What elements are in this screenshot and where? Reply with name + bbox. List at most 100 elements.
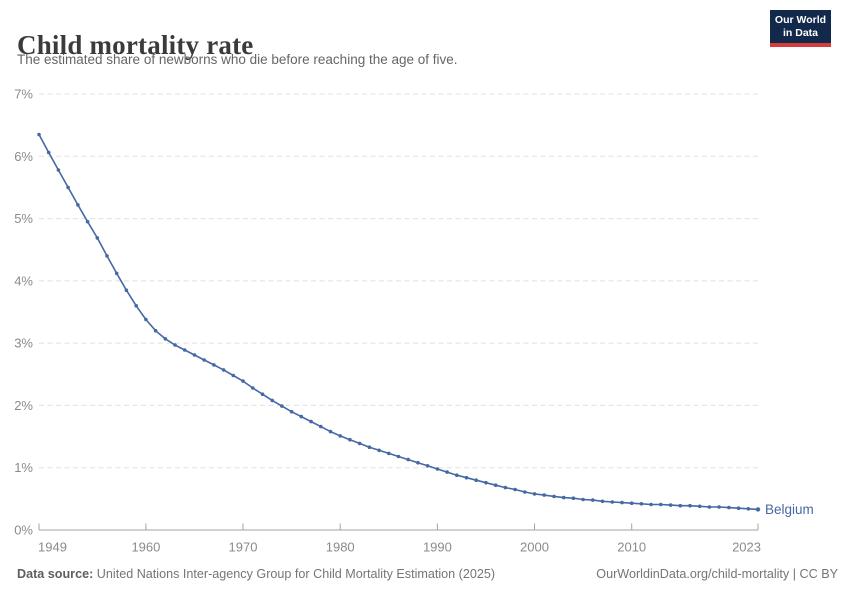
data-point[interactable] xyxy=(202,358,206,362)
data-point[interactable] xyxy=(37,132,41,137)
data-point[interactable] xyxy=(620,500,624,505)
x-axis-label: 1970 xyxy=(229,540,258,555)
y-axis-label: 2% xyxy=(14,398,33,413)
data-point[interactable] xyxy=(581,497,585,502)
data-point[interactable] xyxy=(182,348,187,352)
data-point[interactable] xyxy=(163,337,168,341)
data-point[interactable] xyxy=(755,507,761,512)
data-point[interactable] xyxy=(707,505,712,509)
data-point[interactable] xyxy=(76,203,80,207)
data-point[interactable] xyxy=(212,363,216,367)
data-point[interactable] xyxy=(173,343,177,347)
data-point[interactable] xyxy=(114,271,119,276)
data-point[interactable] xyxy=(717,505,721,509)
data-point[interactable] xyxy=(639,502,644,506)
data-point[interactable] xyxy=(134,304,138,308)
data-point[interactable] xyxy=(153,328,158,333)
data-point[interactable] xyxy=(406,457,411,462)
data-point[interactable] xyxy=(56,168,61,172)
data-source-text: United Nations Inter-agency Group for Ch… xyxy=(96,567,496,581)
belgium-line[interactable] xyxy=(38,134,759,511)
owid-logo-line1: Our World xyxy=(774,14,827,26)
data-point[interactable] xyxy=(221,368,226,372)
data-point[interactable] xyxy=(464,475,469,480)
data-point[interactable] xyxy=(144,317,148,322)
data-point[interactable] xyxy=(231,373,236,378)
data-point[interactable] xyxy=(124,288,129,293)
data-point[interactable] xyxy=(493,483,498,488)
data-point[interactable] xyxy=(66,185,70,190)
y-axis-label: 3% xyxy=(14,336,33,351)
data-point[interactable] xyxy=(241,379,245,383)
x-axis-label: 1960 xyxy=(131,540,160,555)
data-point[interactable] xyxy=(105,254,109,258)
data-point[interactable] xyxy=(591,498,595,502)
data-point[interactable] xyxy=(649,502,653,507)
data-point[interactable] xyxy=(396,454,401,459)
data-point[interactable] xyxy=(309,419,313,424)
x-axis-label: 1949 xyxy=(38,540,67,555)
data-point[interactable] xyxy=(455,473,459,478)
x-axis-label: 2023 xyxy=(732,540,761,555)
data-point[interactable] xyxy=(610,500,615,504)
data-point[interactable] xyxy=(727,505,731,510)
data-point[interactable] xyxy=(367,445,372,450)
data-point[interactable] xyxy=(319,424,323,429)
data-point[interactable] xyxy=(251,386,255,390)
data-point[interactable] xyxy=(289,409,294,414)
data-source-label: Data source: xyxy=(17,567,94,581)
data-point[interactable] xyxy=(629,501,634,506)
data-point[interactable] xyxy=(688,503,692,508)
x-axis-label: 2010 xyxy=(617,540,646,555)
data-source: Data source: United Nations Inter-agency… xyxy=(17,567,495,581)
x-axis-label: 2000 xyxy=(520,540,549,555)
chart-subtitle: The estimated share of newborns who die … xyxy=(17,52,458,67)
data-point[interactable] xyxy=(328,429,333,434)
x-axis-label: 1990 xyxy=(423,540,452,555)
data-point[interactable] xyxy=(659,502,663,507)
data-point[interactable] xyxy=(377,448,381,453)
data-point[interactable] xyxy=(503,485,508,490)
owid-logo[interactable]: Our World in Data xyxy=(770,10,831,47)
data-point[interactable] xyxy=(192,353,197,357)
data-point[interactable] xyxy=(542,493,546,497)
data-point[interactable] xyxy=(425,464,430,468)
data-point[interactable] xyxy=(85,219,90,224)
data-point[interactable] xyxy=(280,404,284,408)
data-point[interactable] xyxy=(736,506,741,511)
data-point[interactable] xyxy=(484,480,488,485)
data-point[interactable] xyxy=(46,150,51,155)
data-point[interactable] xyxy=(678,503,683,508)
data-point[interactable] xyxy=(348,437,352,442)
data-point[interactable] xyxy=(445,470,449,474)
data-point[interactable] xyxy=(532,492,537,496)
data-point[interactable] xyxy=(561,495,566,500)
page-title: Child mortality rate xyxy=(17,30,254,61)
data-point[interactable] xyxy=(357,441,362,446)
data-point[interactable] xyxy=(552,494,556,499)
data-point[interactable] xyxy=(260,392,265,397)
data-point[interactable] xyxy=(270,398,275,403)
data-point[interactable] xyxy=(513,487,517,492)
data-point[interactable] xyxy=(299,414,304,419)
data-point[interactable] xyxy=(746,507,751,511)
data-point[interactable] xyxy=(474,478,479,483)
data-point[interactable] xyxy=(95,236,100,240)
data-point[interactable] xyxy=(600,499,605,504)
chart-footer: Data source: United Nations Inter-agency… xyxy=(17,567,838,581)
y-axis-label: 6% xyxy=(14,149,33,164)
data-point[interactable] xyxy=(416,460,420,465)
data-point[interactable] xyxy=(338,434,343,438)
data-point[interactable] xyxy=(435,467,440,471)
data-point[interactable] xyxy=(523,490,527,494)
citation-link[interactable]: OurWorldinData.org/child-mortality | CC … xyxy=(596,567,838,581)
y-axis-label: 4% xyxy=(14,273,33,288)
data-point[interactable] xyxy=(387,451,391,456)
data-point[interactable] xyxy=(571,496,576,501)
x-axis-label: 1980 xyxy=(326,540,355,555)
data-point[interactable] xyxy=(668,503,673,507)
series-label-belgium[interactable]: Belgium xyxy=(765,502,814,517)
y-axis-label: 5% xyxy=(14,211,33,226)
data-point[interactable] xyxy=(697,504,702,509)
